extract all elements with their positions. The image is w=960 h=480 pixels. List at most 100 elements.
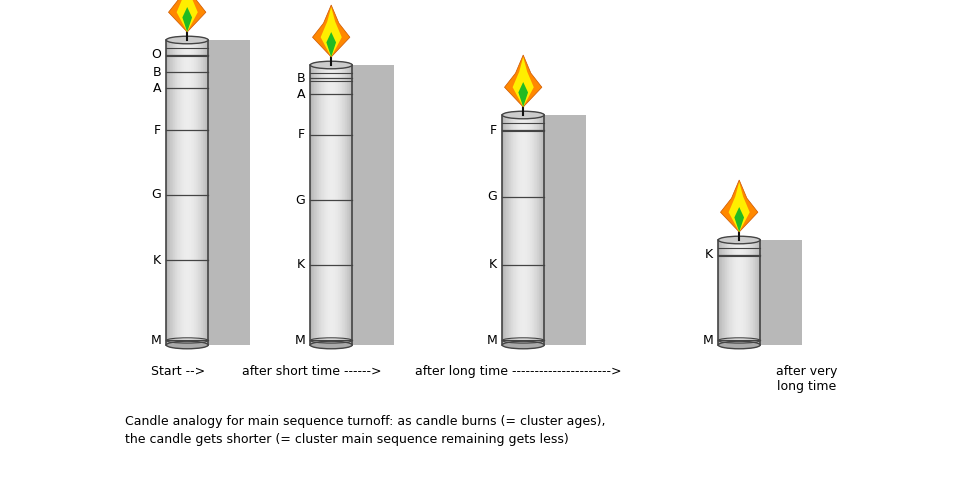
Bar	[168, 40, 209, 345]
Polygon shape	[518, 82, 528, 107]
Bar	[188, 40, 230, 345]
Bar	[171, 40, 212, 345]
Bar	[187, 40, 229, 345]
Bar	[512, 115, 553, 345]
Bar	[728, 240, 770, 345]
Bar	[523, 115, 565, 345]
Bar	[756, 240, 799, 345]
Bar	[340, 65, 382, 345]
Bar	[530, 115, 572, 345]
Bar	[528, 115, 570, 345]
Text: A: A	[153, 82, 161, 95]
Bar	[206, 40, 248, 345]
Bar	[205, 40, 248, 345]
Bar	[177, 40, 219, 345]
Bar	[734, 240, 777, 345]
Bar	[542, 115, 585, 345]
Bar	[329, 65, 372, 345]
Bar	[745, 240, 787, 345]
Bar	[328, 65, 371, 345]
Bar	[728, 240, 769, 345]
Bar	[327, 65, 369, 345]
Bar	[721, 240, 763, 345]
Bar	[759, 240, 802, 345]
Bar	[735, 240, 777, 345]
Bar	[207, 40, 250, 345]
Bar	[540, 115, 583, 345]
Bar	[718, 240, 760, 345]
Bar	[731, 240, 773, 345]
Bar	[748, 240, 789, 345]
Bar	[176, 40, 218, 345]
Bar	[315, 65, 357, 345]
Bar	[183, 40, 226, 345]
Bar	[746, 240, 788, 345]
Bar	[752, 240, 794, 345]
Bar	[330, 65, 372, 345]
Bar	[514, 115, 556, 345]
Bar	[175, 40, 217, 345]
Polygon shape	[313, 5, 349, 57]
Bar	[194, 40, 236, 345]
Bar	[526, 115, 568, 345]
Text: G: G	[296, 193, 305, 206]
Text: after long time ---------------------->: after long time ---------------------->	[415, 365, 622, 378]
Bar	[720, 240, 761, 345]
Bar	[754, 240, 796, 345]
Text: M: M	[151, 334, 161, 347]
Text: M: M	[295, 334, 305, 347]
Bar	[202, 40, 244, 345]
Bar	[537, 115, 579, 345]
Bar	[171, 40, 213, 345]
Bar	[730, 240, 772, 345]
Bar	[754, 240, 795, 345]
Bar	[507, 115, 548, 345]
Bar	[542, 115, 584, 345]
Bar	[327, 65, 370, 345]
Text: K: K	[297, 259, 305, 272]
Bar	[757, 240, 800, 345]
Bar	[169, 40, 211, 345]
Polygon shape	[326, 32, 336, 57]
Bar	[541, 115, 584, 345]
Bar	[199, 40, 240, 345]
Bar	[204, 40, 246, 345]
Ellipse shape	[166, 36, 208, 44]
Bar	[729, 240, 771, 345]
Bar	[518, 115, 561, 345]
Bar	[326, 65, 369, 345]
Bar	[532, 115, 574, 345]
Bar	[755, 240, 797, 345]
Bar	[747, 240, 789, 345]
Bar	[350, 65, 393, 345]
Bar	[510, 115, 552, 345]
Bar	[313, 65, 355, 345]
Bar	[521, 115, 564, 345]
Bar	[732, 240, 774, 345]
Bar	[347, 65, 389, 345]
Bar	[322, 65, 364, 345]
Bar	[324, 65, 366, 345]
Bar	[502, 115, 544, 345]
Bar	[756, 240, 798, 345]
Text: F: F	[298, 129, 305, 142]
Bar	[317, 65, 358, 345]
Bar	[188, 40, 229, 345]
Bar	[174, 40, 216, 345]
Text: Candle analogy for main sequence turnoff: as candle burns (= cluster ages),: Candle analogy for main sequence turnoff…	[125, 415, 606, 428]
Bar	[336, 65, 378, 345]
Bar	[513, 115, 555, 345]
Bar	[509, 115, 551, 345]
Bar	[318, 65, 360, 345]
Bar	[722, 240, 764, 345]
Bar	[758, 240, 800, 345]
Bar	[323, 65, 364, 345]
Text: K: K	[153, 253, 161, 266]
Bar	[750, 240, 792, 345]
Bar	[348, 65, 390, 345]
Bar	[740, 240, 781, 345]
Bar	[202, 40, 243, 345]
Bar	[748, 240, 790, 345]
Bar	[727, 240, 769, 345]
Bar	[319, 65, 361, 345]
